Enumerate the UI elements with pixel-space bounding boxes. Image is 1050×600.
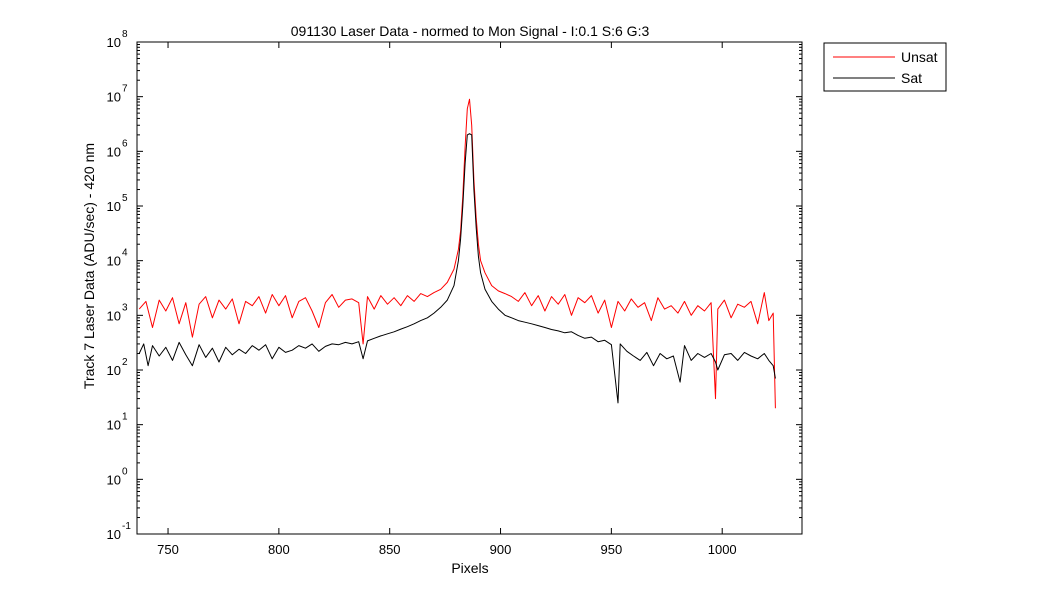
series-line-sat [138, 133, 776, 404]
y-tick-exponent: -1 [122, 521, 131, 532]
legend-label-unsat: Unsat [901, 49, 938, 65]
y-tick-exponent: 1 [122, 412, 128, 423]
chart-title: 091130 Laser Data - normed to Mon Signal… [291, 23, 650, 39]
x-tick-label: 900 [490, 542, 512, 557]
x-tick-label: 850 [379, 542, 401, 557]
y-axis-label: Track 7 Laser Data (ADU/sec) - 420 nm [81, 143, 97, 389]
y-tick-exponent: 4 [122, 248, 128, 259]
y-tick-label: 10 [107, 144, 121, 159]
legend-label-sat: Sat [901, 70, 922, 86]
y-tick-label: 10 [107, 35, 121, 50]
plot-area [137, 42, 802, 534]
y-tick-exponent: 0 [122, 466, 128, 477]
ticks-layer: 750 800 850 900 950 100010-110010110210310410… [107, 29, 802, 557]
legend-box [823, 42, 947, 92]
series-layer [138, 98, 776, 409]
y-tick-label: 10 [107, 199, 121, 214]
plot-frame [136, 41, 803, 535]
y-tick-label: 10 [107, 418, 121, 433]
legend[interactable]: Unsat Sat [823, 42, 947, 92]
series-line-unsat [138, 98, 776, 409]
y-tick-label: 10 [107, 472, 121, 487]
x-axis-label: Pixels [451, 560, 488, 576]
x-tick-label: 950 [601, 542, 623, 557]
x-tick-label: 750 [157, 542, 179, 557]
y-tick-label: 10 [107, 308, 121, 323]
x-tick-label: 800 [268, 542, 290, 557]
y-tick-exponent: 6 [122, 138, 128, 149]
x-tick-label: 1000 [708, 542, 737, 557]
y-tick-label: 10 [107, 254, 121, 269]
y-tick-label: 10 [107, 527, 121, 542]
y-tick-label: 10 [107, 90, 121, 105]
y-tick-exponent: 8 [122, 29, 128, 40]
y-tick-exponent: 5 [122, 193, 128, 204]
y-tick-exponent: 7 [122, 84, 128, 95]
y-tick-exponent: 2 [122, 357, 128, 368]
y-tick-label: 10 [107, 363, 121, 378]
y-tick-exponent: 3 [122, 302, 128, 313]
